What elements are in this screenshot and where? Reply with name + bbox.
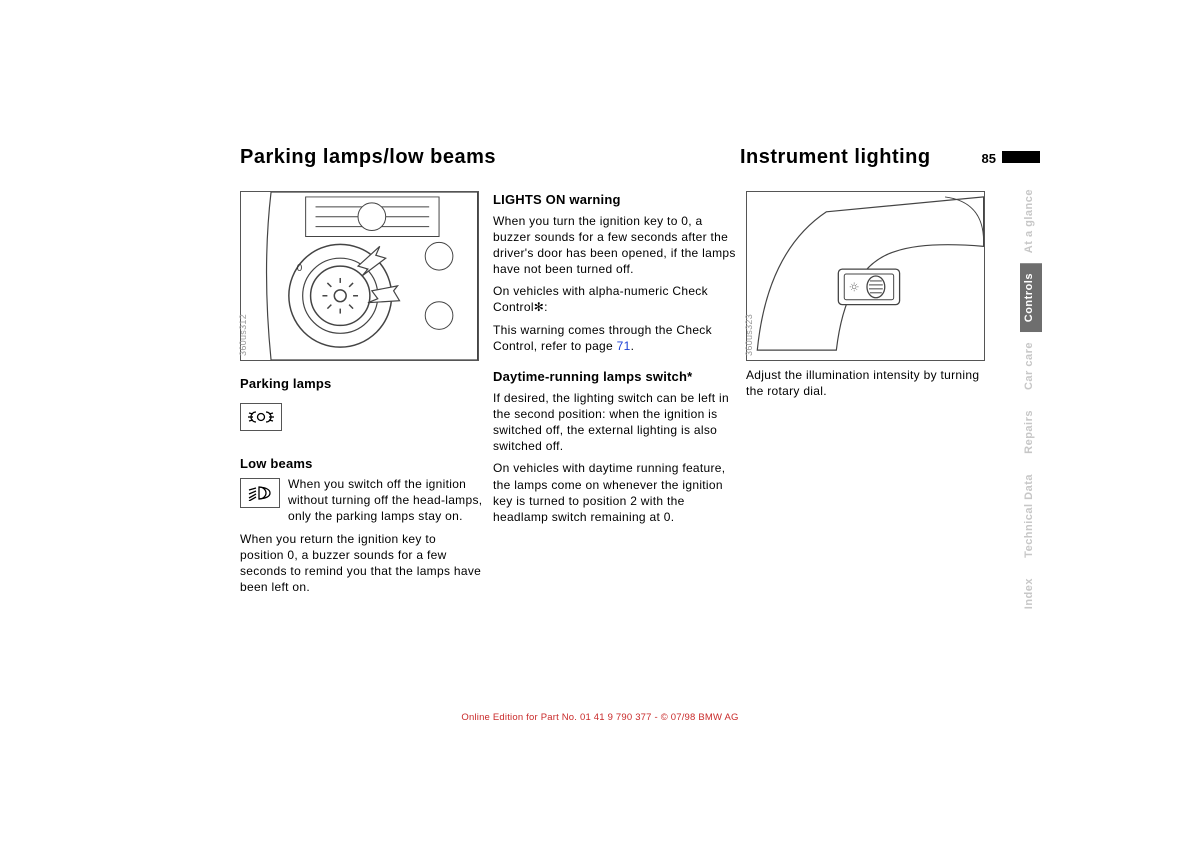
- section-heading-left: Parking lamps/low beams: [240, 146, 740, 169]
- lights-on-p3-text: This warning comes through the Check Con…: [493, 323, 712, 353]
- column-2: LIGHTS ON warning When you turn the igni…: [493, 191, 736, 601]
- svg-text:0: 0: [297, 263, 303, 274]
- lights-on-p2: On vehicles with alpha-numeric Check Con…: [493, 283, 736, 315]
- lights-on-p2-text: On vehicles with alpha-numeric Check Con…: [493, 284, 708, 314]
- tab-controls[interactable]: Controls: [1020, 263, 1042, 332]
- heading-parking-lamps: Parking lamps: [240, 375, 483, 393]
- page-ref-link[interactable]: 71: [617, 339, 631, 353]
- column-1: 0 360us312 Parking lamps: [240, 191, 483, 601]
- instrument-dial-svg: [747, 192, 984, 360]
- lights-on-p3-dot: .: [631, 339, 635, 353]
- columns: 0 360us312 Parking lamps: [240, 191, 1040, 601]
- column-3: 360us323 Adjust the illumination intensi…: [746, 191, 989, 601]
- header-row: Parking lamps/low beams Instrument light…: [240, 146, 1040, 169]
- illustration-label-2: 360us323: [743, 314, 755, 356]
- daytime-p1: If desired, the lighting switch can be l…: [493, 390, 736, 455]
- tab-index[interactable]: Index: [1020, 568, 1042, 619]
- tab-at-a-glance[interactable]: At a glance: [1020, 179, 1042, 263]
- lights-on-p1: When you turn the ignition key to 0, a b…: [493, 213, 736, 278]
- instrument-text: Adjust the illumination intensity by tur…: [746, 367, 989, 399]
- lights-on-p2-colon: :: [544, 300, 548, 314]
- low-beam-block: When you switch off the ignition without…: [240, 476, 483, 531]
- tab-repairs[interactable]: Repairs: [1020, 400, 1042, 464]
- lights-on-p3: This warning comes through the Check Con…: [493, 322, 736, 354]
- page-number: 85: [982, 151, 996, 166]
- footer-text: Online Edition for Part No. 01 41 9 790 …: [0, 712, 1200, 723]
- daytime-p2: On vehicles with daytime running feature…: [493, 460, 736, 525]
- low-beam-icon: [240, 478, 280, 508]
- heading-lights-on: LIGHTS ON warning: [493, 191, 736, 209]
- low-beam-text-1: When you switch off the ignition without…: [288, 476, 483, 525]
- heading-low-beams: Low beams: [240, 455, 483, 473]
- page-content: Parking lamps/low beams Instrument light…: [240, 146, 1040, 601]
- illustration-label: 360us312: [237, 314, 249, 356]
- parking-lamp-icon: [240, 403, 282, 431]
- tab-technical-data[interactable]: Technical Data: [1020, 464, 1042, 568]
- asterisk-icon: ✻: [534, 300, 544, 314]
- illustration-lamp-switch: 0 360us312: [240, 191, 479, 361]
- side-tabs: At a glance Controls Car care Repairs Te…: [1020, 179, 1042, 619]
- heading-daytime: Daytime-running lamps switch*: [493, 368, 736, 386]
- lamp-switch-svg: 0: [241, 192, 478, 360]
- page-marker-bar: [1002, 151, 1040, 163]
- illustration-instrument-dial: 360us323: [746, 191, 985, 361]
- low-beam-text-2: When you return the ignition key to posi…: [240, 531, 483, 596]
- section-heading-right: Instrument lighting: [740, 146, 982, 169]
- tab-car-care[interactable]: Car care: [1020, 332, 1042, 400]
